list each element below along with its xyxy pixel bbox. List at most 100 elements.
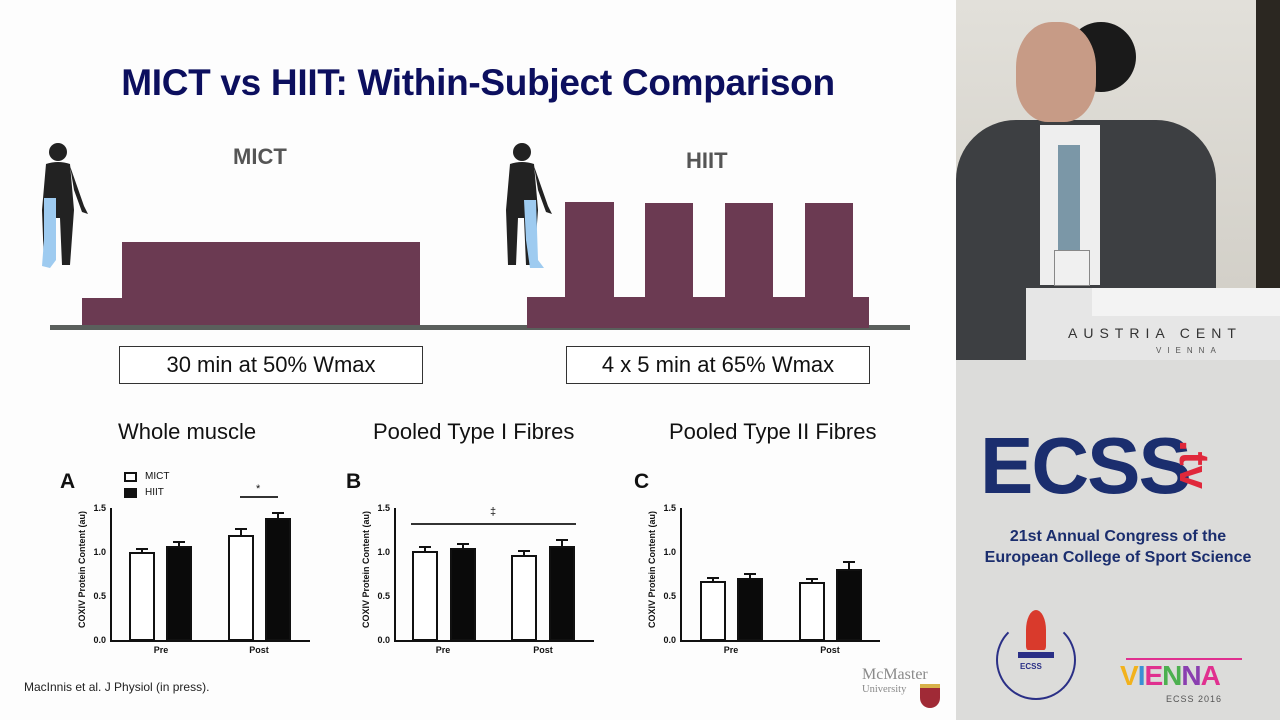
y-tick-label: 1.5 <box>663 503 676 513</box>
name-badge <box>1054 250 1090 286</box>
ecss-tv-suffix: .tv <box>1171 440 1218 490</box>
podium-text: AUSTRIA CENT <box>1068 325 1242 341</box>
mict-warmup-block <box>82 298 124 328</box>
ecss-seal-icon: ECSS <box>996 610 1076 700</box>
error-cap <box>136 548 148 550</box>
hiit-label: HIIT <box>686 148 728 173</box>
error-cap <box>518 550 530 552</box>
x-axis <box>680 640 880 642</box>
crest-icon <box>920 684 940 708</box>
institution-subname: University <box>862 684 907 695</box>
panel-letter-b: B <box>346 470 362 493</box>
podium-subtext: VIENNA <box>1156 346 1222 355</box>
hiit-description-box: 4 x 5 min at 65% Wmax <box>566 346 870 384</box>
mict-exercise-block <box>122 242 420 328</box>
y-axis <box>394 508 396 641</box>
x-category-label: Post <box>533 645 553 655</box>
legend-label-mict: MICT <box>145 471 170 482</box>
citation: MacInnis et al. J Physiol (in press). <box>24 680 210 694</box>
bar-a-post-hiit <box>265 518 291 641</box>
vienna-subtitle: ECSS 2016 <box>1166 694 1223 704</box>
legend-swatch-mict <box>124 472 137 482</box>
error-bar <box>240 528 242 536</box>
legend-label-hiit: HIIT <box>145 487 164 498</box>
x-category-label: Pre <box>435 645 451 655</box>
vienna-logo: VIENNA <box>1120 660 1221 692</box>
panel-letter-a: A <box>60 470 76 493</box>
bar-b-post-hiit <box>549 546 575 641</box>
vienna-letter: I <box>1137 660 1146 691</box>
error-bar <box>749 573 751 579</box>
slide-title: MICT vs HIIT: Within-Subject Comparison <box>121 62 835 103</box>
y-tick-label: 0.5 <box>93 591 106 601</box>
y-axis-label: COXIV Protein Content (au) <box>77 511 87 628</box>
speaker-head <box>1016 22 1096 122</box>
error-bar <box>178 541 180 547</box>
error-bar <box>277 512 279 519</box>
person-figure-icon <box>506 143 552 268</box>
seal-text: ECSS <box>1020 662 1042 671</box>
mcmaster-logo: McMaster University <box>862 666 944 712</box>
error-bar <box>811 578 813 583</box>
flame-icon <box>1026 610 1046 650</box>
x-axis <box>110 640 310 642</box>
x-category-label: Pre <box>723 645 739 655</box>
bar-a-pre-hiit <box>166 546 192 641</box>
vienna-letter: N <box>1162 660 1182 691</box>
y-axis-label: COXIV Protein Content (au) <box>647 511 657 628</box>
legend-swatch-hiit <box>124 488 137 498</box>
bar-b-pre-mict <box>412 551 438 641</box>
y-tick-label: 1.0 <box>663 547 676 557</box>
vienna-letter: E <box>1144 660 1163 691</box>
bar-a-post-mict <box>228 535 254 641</box>
bar-c-pre-mict <box>700 581 726 641</box>
y-axis <box>110 508 112 641</box>
y-axis-label: COXIV Protein Content (au) <box>361 511 371 628</box>
error-bar <box>712 577 714 582</box>
bar-c-pre-hiit <box>737 578 763 641</box>
hiit-interval-3 <box>725 203 773 303</box>
error-bar <box>424 546 426 552</box>
error-bar <box>462 543 464 549</box>
error-cap <box>235 528 247 530</box>
error-bar <box>561 539 563 547</box>
significance-line <box>240 496 278 498</box>
y-tick-label: 1.0 <box>93 547 106 557</box>
error-bar <box>523 550 525 556</box>
hiit-interval-2 <box>645 203 693 303</box>
significance-line <box>411 523 576 525</box>
presentation-slide: MICT vs HIIT: Within-Subject Comparison … <box>24 62 944 712</box>
bar-b-pre-hiit <box>450 548 476 641</box>
person-figure-icon <box>42 143 88 268</box>
hiit-interval-1 <box>565 202 614 302</box>
y-tick-label: 0.0 <box>93 635 106 645</box>
error-cap <box>806 578 818 580</box>
y-tick-label: 0.5 <box>663 591 676 601</box>
bar-b-post-mict <box>511 555 537 641</box>
y-tick-label: 1.0 <box>377 547 390 557</box>
x-category-label: Post <box>820 645 840 655</box>
error-cap <box>843 561 855 563</box>
y-tick-label: 0.0 <box>663 635 676 645</box>
institution-name: McMaster <box>862 666 928 683</box>
vienna-letter: N <box>1181 660 1201 691</box>
mict-label: MICT <box>233 144 287 169</box>
y-tick-label: 1.5 <box>93 503 106 513</box>
branding-panel: ECSS .tv 21st Annual Congress of the Eur… <box>956 360 1280 720</box>
error-cap <box>744 573 756 575</box>
vienna-skyline-line <box>1126 658 1242 660</box>
timeline-baseline <box>50 325 910 330</box>
speaker-video: AUSTRIA CENT VIENNA <box>956 0 1280 360</box>
error-cap <box>173 541 185 543</box>
x-category-label: Post <box>249 645 269 655</box>
podium-top <box>1092 288 1280 316</box>
error-cap <box>272 512 284 514</box>
error-cap <box>707 577 719 579</box>
vienna-letter: A <box>1200 660 1221 691</box>
y-tick-label: 0.5 <box>377 591 390 601</box>
seal-ring <box>996 620 1076 700</box>
panel-heading-type-i: Pooled Type I Fibres <box>373 419 575 444</box>
vienna-letter: V <box>1120 660 1139 691</box>
bar-c-post-hiit <box>836 569 862 641</box>
panel-heading-whole-muscle: Whole muscle <box>118 419 257 444</box>
